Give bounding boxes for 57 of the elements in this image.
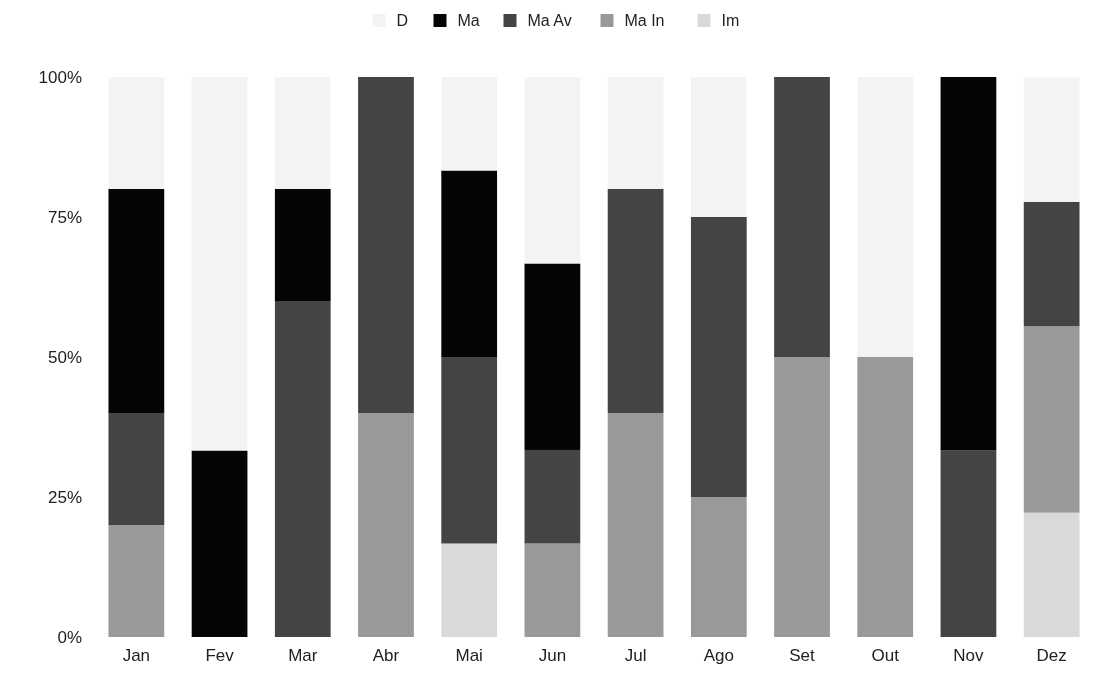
bar: [358, 413, 414, 637]
x-tick-label: Ago: [703, 646, 734, 665]
bar: [940, 77, 997, 451]
bar: [857, 77, 914, 357]
x-tick-label: Mar: [288, 646, 318, 665]
bar: [524, 449, 581, 544]
bar: [524, 543, 581, 637]
legend-label: Ma: [457, 12, 480, 29]
bar: [191, 450, 248, 637]
legend-label: Ma In: [624, 12, 665, 29]
bar: [358, 77, 414, 413]
bar: [857, 357, 914, 637]
bar: [690, 497, 747, 637]
y-tick-label: 25%: [47, 487, 82, 507]
bar: [108, 413, 165, 525]
x-tick-label: Nov: [953, 646, 985, 665]
x-tick-label: Dez: [1036, 646, 1067, 665]
bar: [1023, 512, 1080, 637]
bar: [524, 263, 581, 450]
bar: [774, 77, 830, 357]
x-tick-label: Out: [871, 646, 900, 665]
y-tick-label: 50%: [47, 347, 82, 367]
bar: [441, 543, 498, 637]
bar: [191, 77, 248, 451]
bar: [607, 413, 664, 637]
bar: [108, 77, 165, 189]
bar: [274, 301, 331, 637]
bar: [441, 77, 498, 171]
y-tick-label: 0%: [57, 627, 82, 647]
y-tick-label: 100%: [38, 67, 82, 87]
bar: [690, 77, 747, 217]
x-tick-label: Fev: [205, 646, 235, 665]
x-tick-label: Set: [789, 646, 816, 665]
x-tick-label: Jan: [122, 646, 151, 665]
bar: [1023, 201, 1080, 327]
x-tick-label: Jul: [624, 646, 647, 665]
bar: [524, 77, 581, 264]
bar: [108, 525, 165, 637]
legend-label: Im: [721, 12, 740, 29]
x-tick-label: Jun: [538, 646, 567, 665]
bar: [1023, 326, 1080, 513]
y-tick-label: 75%: [47, 207, 82, 227]
bar: [690, 217, 747, 497]
bar: [940, 450, 997, 637]
legend-label: Ma Av: [527, 12, 572, 29]
bar: [274, 189, 331, 301]
bar: [774, 357, 830, 637]
bar: [441, 357, 498, 544]
bar: [607, 189, 664, 413]
bar: [108, 189, 165, 413]
bar: [441, 170, 498, 357]
bar: [607, 77, 664, 189]
legend-label: D: [396, 12, 409, 29]
bar: [1023, 77, 1080, 202]
x-tick-label: Abr: [372, 646, 400, 665]
x-tick-label: Mai: [455, 646, 483, 665]
bar: [274, 77, 331, 189]
